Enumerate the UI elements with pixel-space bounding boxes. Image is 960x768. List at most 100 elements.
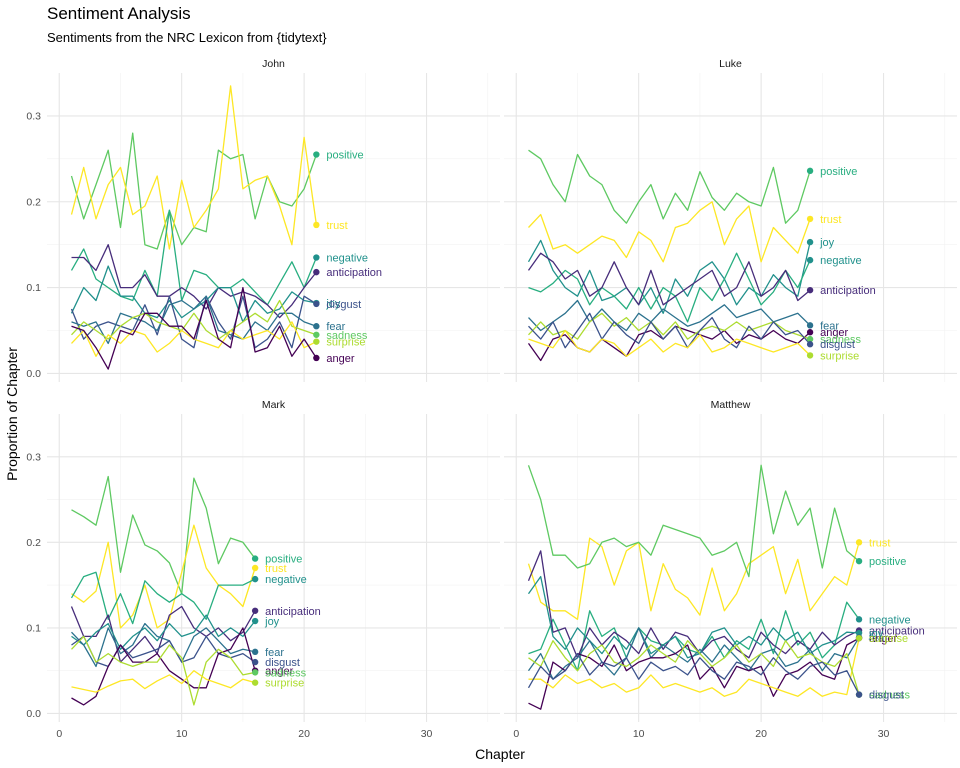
series-label-sadness: sadness (265, 667, 306, 679)
series-end-point-disgust (313, 300, 320, 308)
series-line-joy (527, 239, 811, 314)
series-end-point-disgust (251, 658, 259, 666)
series-end-point-sadness (251, 669, 259, 676)
series-line-sadness (528, 640, 860, 695)
panel-matthew: Matthew 0 10 20 30 trust positive negativeantic… (504, 399, 957, 740)
series-line-disgust (528, 312, 811, 349)
series-label-anger: anger (265, 666, 293, 678)
series-line-positive (70, 132, 318, 250)
series-label-anticipation: anticipation (326, 267, 382, 279)
x-tick-label: 10 (176, 728, 188, 740)
y-tick-label: 0.1 (26, 282, 41, 294)
series-end-point-sadness (806, 335, 814, 343)
series-line-sadness (71, 635, 256, 706)
series-label-surprise: surprise (265, 678, 304, 690)
series-line-anger (71, 286, 317, 370)
x-tick-label: 0 (56, 728, 62, 740)
series-label-negative: negative (820, 255, 862, 267)
x-tick-label: 20 (298, 728, 310, 740)
x-tick-label: 30 (878, 728, 890, 740)
series-line-fear (71, 622, 256, 668)
series-end-point-anticipation (251, 607, 259, 614)
series-label-anticipation: anticipation (869, 625, 925, 637)
series-label-disgust: disgust (326, 299, 361, 311)
series-end-point-disgust (806, 341, 814, 348)
series-end-point-trust (251, 564, 259, 572)
series-label-sadness: sadness (326, 330, 367, 342)
y-tick-label: 0.0 (26, 708, 41, 720)
series-line-negative (528, 252, 811, 323)
series-end-point-anticipation (806, 286, 814, 294)
series-label-trust: trust (869, 537, 890, 549)
series-end-point-positive (855, 557, 863, 565)
series-line-negative (70, 209, 318, 306)
series-end-point-fear (251, 648, 259, 656)
series-line-surprise (528, 638, 860, 697)
series-line-negative (70, 571, 256, 625)
series-line-anticipation (71, 244, 317, 319)
series-end-point-positive (806, 167, 814, 175)
series-end-point-disgust (855, 691, 863, 698)
panel-luke: Luke positive trust joy negative anticipation… (504, 58, 957, 382)
series-end-point-surprise (251, 679, 259, 686)
series-end-point-negative (855, 616, 863, 623)
series-label-negative: negative (265, 574, 307, 586)
x-tick-label: 10 (633, 728, 645, 740)
series-label-surprise: surprise (326, 337, 365, 349)
series-end-point-fear (806, 322, 814, 329)
y-tick-label: 0.2 (26, 537, 41, 549)
y-tick-label: 0.0 (26, 368, 41, 380)
panel-title: Matthew (711, 399, 751, 411)
x-tick-label: 0 (513, 728, 519, 740)
series-end-point-surprise (806, 352, 814, 359)
y-tick-label: 0.2 (26, 196, 41, 208)
series-label-anger: anger (869, 633, 897, 645)
series-label-negative: negative (326, 253, 368, 265)
series-label-anger: anger (326, 353, 354, 365)
series-line-anticipation (70, 605, 256, 663)
series-end-point-fear (313, 323, 320, 330)
series-label-fear: fear (326, 321, 345, 333)
panel-title: Luke (719, 58, 742, 70)
series-line-disgust (70, 295, 317, 349)
series-end-point-positive (251, 555, 259, 562)
panel-john: John 0.0 0.1 0.2 0.3 positive trust negative ant… (26, 58, 500, 382)
series-label-fear: fear (820, 320, 839, 332)
series-end-point-surprise (313, 338, 320, 345)
series-end-point-negative (806, 256, 814, 264)
series-label-joy: joy (264, 616, 280, 628)
series-label-trust: trust (326, 220, 347, 232)
series-line-trust (527, 537, 860, 620)
series-label-positive: positive (820, 166, 857, 178)
series-end-point-anger (313, 354, 320, 362)
x-tick-label: 30 (421, 728, 433, 740)
series-label-negative: negative (869, 614, 911, 626)
series-line-anger (527, 325, 811, 362)
series-end-point-anger (806, 329, 814, 336)
series-label-trust: trust (265, 563, 286, 575)
series-line-fear (71, 295, 317, 345)
series-line-surprise (71, 670, 256, 693)
y-tick-label: 0.3 (26, 451, 41, 463)
series-line-trust (70, 85, 318, 250)
series-end-point-negative (313, 254, 320, 261)
series-line-anticipation (527, 550, 860, 659)
series-label-anger: anger (820, 327, 848, 339)
series-line-sadness (528, 312, 811, 340)
series-label-positive: positive (265, 554, 302, 566)
series-label-sadness: sadness (869, 690, 910, 702)
series-label-positive: positive (326, 150, 363, 162)
chart-subtitle: Sentiments from the NRC Lexicon from {ti… (47, 30, 327, 45)
series-label-fear: fear (869, 632, 888, 644)
chart-title: Sentiment Analysis (47, 4, 191, 23)
series-end-point-anticipation (313, 268, 320, 276)
series-line-anger (71, 627, 256, 706)
series-line-disgust (527, 652, 860, 695)
series-label-disgust: disgust (820, 339, 855, 351)
series-label-joy: joy (819, 237, 835, 249)
series-line-trust (528, 201, 811, 263)
series-label-trust: trust (820, 214, 841, 226)
y-tick-label: 0.1 (26, 622, 41, 634)
series-end-point-surprise (855, 634, 863, 642)
